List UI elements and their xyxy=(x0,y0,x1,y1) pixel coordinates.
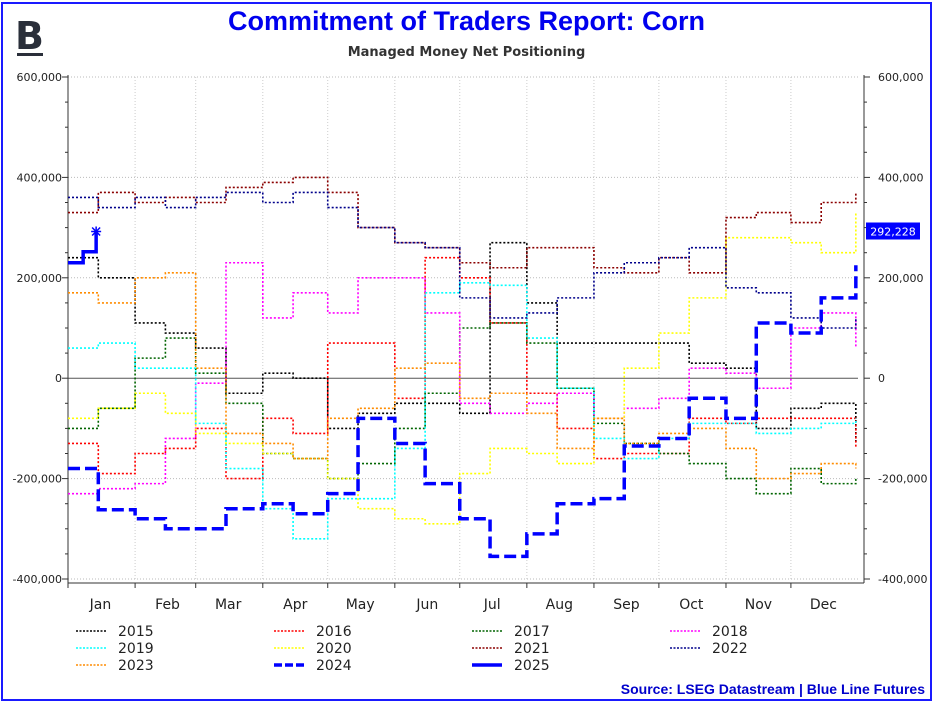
legend-item-2019: 2019 xyxy=(76,641,154,657)
legend-item-2015: 2015 xyxy=(76,624,154,640)
y-tick-label-left: 400,000 xyxy=(17,171,63,184)
chart-title: Commitment of Traders Report: Corn xyxy=(227,6,706,36)
x-tick-label: Mar xyxy=(215,597,242,613)
y-tick-label-right: -200,000 xyxy=(878,473,927,486)
legend-item-2024: 2024 xyxy=(274,658,352,674)
last-point-marker xyxy=(91,226,102,237)
series-line-2018 xyxy=(68,261,857,495)
x-tick-label: Jul xyxy=(483,597,501,613)
legend-label: 2023 xyxy=(118,658,154,674)
last-value-label: 292,228 xyxy=(870,226,916,239)
series-line-2016 xyxy=(68,256,857,480)
series-line-2023 xyxy=(68,271,857,480)
chart-subtitle: Managed Money Net Positioning xyxy=(347,45,586,60)
y-tick-label-left: 0 xyxy=(55,372,62,385)
legend-item-2017: 2017 xyxy=(472,624,550,640)
x-tick-label: Nov xyxy=(745,597,772,613)
x-tick-label: May xyxy=(346,597,375,613)
y-tick-label-left: 200,000 xyxy=(17,272,63,285)
legend-label: 2025 xyxy=(514,658,550,674)
legend-label: 2016 xyxy=(316,624,352,640)
series-line-2024 xyxy=(68,265,858,559)
logo-letter: B xyxy=(15,15,44,57)
last-value-box xyxy=(866,222,920,240)
legend-label: 2024 xyxy=(316,658,352,674)
legend-item-2022: 2022 xyxy=(670,641,748,657)
legend-label: 2020 xyxy=(316,641,352,657)
series-line-2025 xyxy=(68,231,98,265)
legend-label: 2019 xyxy=(118,641,154,657)
legend-item-2018: 2018 xyxy=(670,624,748,640)
series-line-2022 xyxy=(68,191,857,329)
x-tick-label: Aug xyxy=(546,597,573,613)
marker-stroke xyxy=(91,226,101,237)
series-line-2021 xyxy=(68,176,857,274)
y-tick-label-right: -400,000 xyxy=(878,573,927,586)
x-tick-label: Jun xyxy=(415,597,438,613)
source-note: Source: LSEG Datastream | Blue Line Futu… xyxy=(620,681,925,697)
legend-item-2016: 2016 xyxy=(274,624,352,640)
legend-label: 2022 xyxy=(712,641,748,657)
series-line-2019 xyxy=(68,282,857,540)
y-tick-label-left: 600,000 xyxy=(17,71,63,84)
y-tick-label-right: 400,000 xyxy=(878,171,924,184)
x-tick-label: Apr xyxy=(283,597,307,613)
x-tick-label: Jan xyxy=(89,597,112,613)
legend-label: 2018 xyxy=(712,624,748,640)
logo: B xyxy=(15,15,44,57)
series-line-2017 xyxy=(68,322,857,495)
legend-label: 2015 xyxy=(118,624,154,640)
x-tick-label: Feb xyxy=(155,597,180,613)
y-tick-label-right: 200,000 xyxy=(878,272,924,285)
legend-item-2021: 2021 xyxy=(472,641,550,657)
y-tick-label-left: -400,000 xyxy=(13,573,62,586)
x-tick-label: Oct xyxy=(679,597,704,613)
y-tick-label-left: -200,000 xyxy=(13,473,62,486)
legend-item-2023: 2023 xyxy=(76,658,154,674)
x-tick-label: Sep xyxy=(613,597,640,613)
y-tick-label-right: 0 xyxy=(878,372,885,385)
legend-item-2025: 2025 xyxy=(472,658,550,674)
y-tick-label-right: 600,000 xyxy=(878,71,924,84)
series-line-2015 xyxy=(68,241,857,444)
legend-label: 2021 xyxy=(514,641,550,657)
legend-label: 2017 xyxy=(514,624,550,640)
series-line-2020 xyxy=(68,212,857,525)
legend-item-2020: 2020 xyxy=(274,641,352,657)
x-tick-label: Dec xyxy=(810,597,837,613)
